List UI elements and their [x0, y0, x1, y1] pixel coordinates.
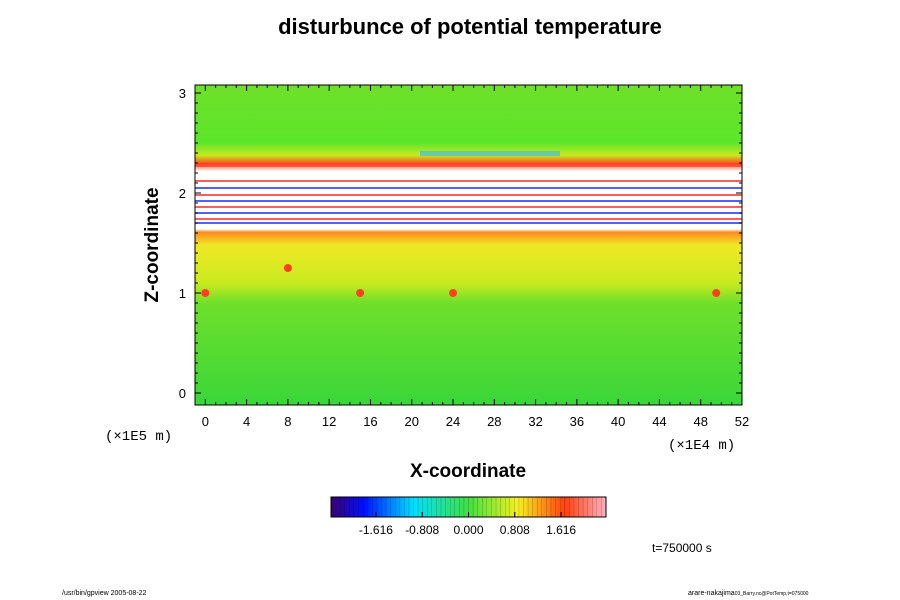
hot-spot — [283, 264, 292, 272]
colorbar-tick-label: -1.616 — [359, 523, 393, 537]
x-tick-label: 48 — [693, 414, 707, 429]
x-tick-label: 52 — [735, 414, 749, 429]
x-unit-label: (×1E4 m) — [668, 438, 735, 454]
y-axis-label: Z-coordinate — [142, 187, 163, 302]
x-tick-label: 44 — [652, 414, 666, 429]
y-tick-label: 1 — [179, 286, 186, 301]
y-tick-label: 3 — [179, 86, 186, 101]
x-tick-label: 16 — [363, 414, 377, 429]
colorbar-tick-label: 0.808 — [500, 523, 530, 537]
x-tick-label: 4 — [243, 414, 250, 429]
hot-spot — [356, 289, 365, 297]
x-tick-label: 40 — [611, 414, 625, 429]
x-axis-label: X-coordinate — [410, 461, 526, 482]
colorbar-ticks: -1.616 -0.808 0.000 0.808 1.616 — [359, 512, 576, 537]
y-unit-label: (×1E5 m) — [105, 429, 172, 445]
time-label: t=750000 s — [652, 541, 712, 555]
x-tick-label: 32 — [528, 414, 542, 429]
warm-band — [195, 163, 742, 167]
plot-frame — [194, 84, 743, 406]
footer-right-sub: 03_Barry.nc@PotTemp,t=075000 — [734, 591, 809, 597]
x-tick-label: 36 — [570, 414, 584, 429]
x-tick-label: 12 — [322, 414, 336, 429]
x-tick-label: 28 — [487, 414, 501, 429]
colorbar-tick-label: 1.616 — [546, 523, 576, 537]
colorbar-segments — [335, 497, 602, 517]
hot-spot — [712, 289, 721, 297]
x-tick-label: 24 — [446, 414, 460, 429]
hot-spot — [449, 289, 458, 297]
footer-right: arare-nakajima03_Barry.nc@PotTemp,t=0750… — [688, 590, 808, 597]
footer-left: /usr/bin/gpview 2005-08-22 — [62, 590, 147, 597]
footer-right-main: arare-nakajima — [688, 590, 735, 597]
x-tick-label: 8 — [284, 414, 291, 429]
hot-spot — [201, 289, 210, 297]
cool-patch — [420, 151, 560, 156]
x-tick-label: 0 — [202, 414, 209, 429]
y-tick-label: 2 — [179, 186, 186, 201]
y-tick-label: 0 — [179, 386, 186, 401]
x-axis: 0 4 8 12 16 20 24 28 32 36 40 44 48 52 — [202, 85, 749, 429]
colorbar-tick-label: 0.000 — [453, 523, 483, 537]
x-tick-label: 20 — [405, 414, 419, 429]
chart-title: disturbunce of potential temperature — [278, 14, 662, 39]
heatmap-field — [195, 85, 742, 405]
colorbar-tick-label: -0.808 — [405, 523, 439, 537]
heatmap-overlay — [195, 151, 742, 297]
y-axis: 0 1 2 3 — [179, 86, 742, 401]
